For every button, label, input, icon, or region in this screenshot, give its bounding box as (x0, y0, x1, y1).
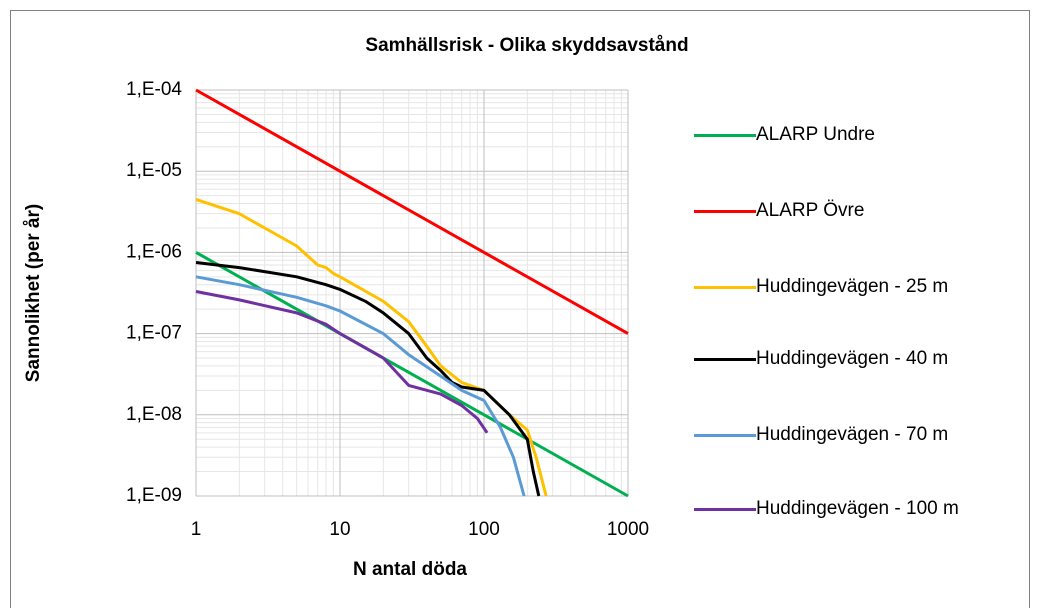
x-tick-label: 1000 (607, 519, 649, 540)
legend-entry: ALARP Undre (694, 122, 1024, 148)
x-axis-label: N antal döda (353, 559, 467, 580)
series-line (195, 261, 541, 497)
x-tick-label: 10 (329, 519, 350, 540)
legend-label: Huddingevägen - 40 m (756, 348, 949, 369)
legend-label: ALARP Undre (756, 124, 875, 145)
legend-label: Huddingevägen - 70 m (756, 424, 949, 445)
legend-entry: ALARP Övre (694, 198, 1024, 224)
series-line (195, 275, 526, 497)
y-tick-label: 1,E-07 (126, 323, 182, 344)
series-line (195, 290, 489, 434)
series-line (195, 251, 629, 498)
y-tick-label: 1,E-08 (126, 404, 182, 425)
legend-label: ALARP Övre (756, 200, 865, 221)
y-axis-label: Sannolikhet (per år) (23, 204, 44, 382)
legend-entry: Huddingevägen - 25 m (694, 274, 1024, 300)
x-tick-label: 100 (468, 519, 500, 540)
legend-label: Huddingevägen - 100 m (756, 498, 959, 519)
y-tick-label: 1,E-05 (126, 160, 182, 181)
legend-entry: Huddingevägen - 70 m (694, 422, 1024, 448)
y-tick-label: 1,E-04 (126, 79, 182, 100)
legend-swatch (694, 134, 756, 137)
legend-entry: Huddingevägen - 40 m (694, 346, 1024, 372)
legend-swatch (694, 358, 756, 361)
legend-entry: Huddingevägen - 100 m (694, 496, 1024, 522)
grid (195, 89, 629, 497)
legend-swatch (694, 286, 756, 289)
y-tick-label: 1,E-06 (126, 241, 182, 262)
legend-label: Huddingevägen - 25 m (756, 276, 949, 297)
series-line (195, 88, 629, 335)
chart-title: Samhällsrisk - Olika skyddsavstånd (365, 35, 688, 56)
plot (195, 88, 629, 498)
legend-swatch (694, 210, 756, 213)
y-tick-label: 1,E-09 (126, 485, 182, 506)
legend-swatch (694, 508, 756, 511)
legend-swatch (694, 434, 756, 437)
x-tick-label: 1 (191, 519, 202, 540)
